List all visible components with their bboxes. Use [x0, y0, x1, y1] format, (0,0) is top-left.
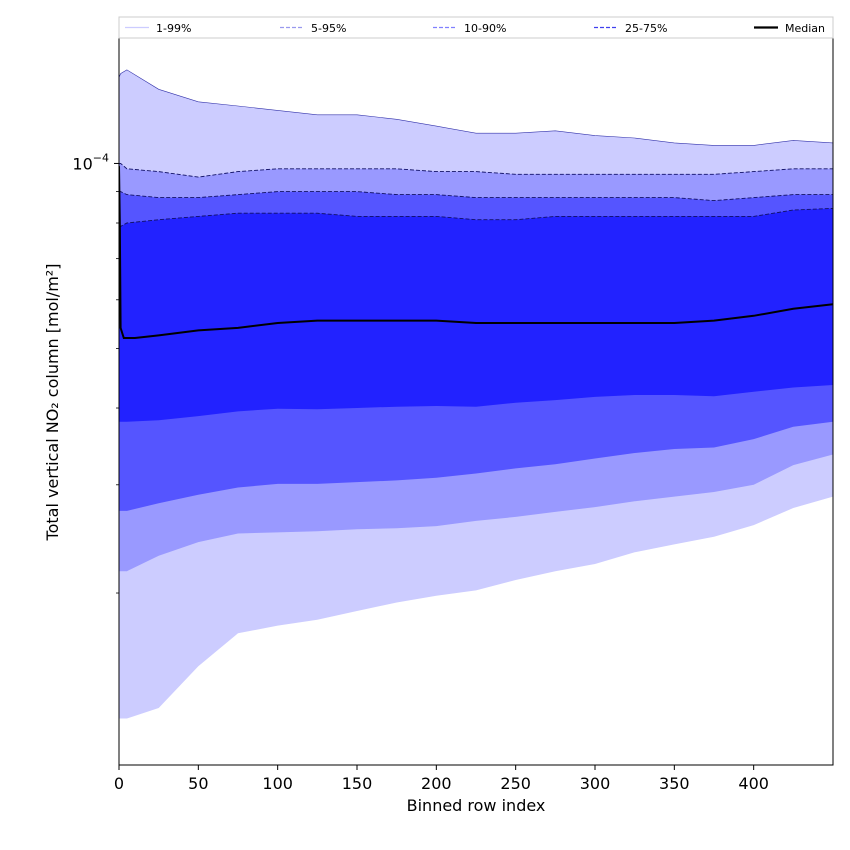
- y-tick-label: 10−4: [72, 151, 109, 173]
- x-tick-label: 250: [500, 774, 531, 793]
- legend-box: [118, 16, 834, 39]
- band-upper-line-10-90%: [119, 191, 833, 202]
- x-tick-label: 50: [188, 774, 208, 793]
- x-tick-label: 400: [738, 774, 769, 793]
- band-upper-line-25-75%: [119, 207, 833, 227]
- legend-label: Median: [785, 22, 825, 35]
- median-layer: [119, 166, 833, 339]
- x-axis-label: Binned row index: [407, 796, 546, 815]
- legend-label: 25-75%: [625, 22, 667, 35]
- bands-layer: [119, 69, 833, 719]
- y-axis: 10−4: [72, 151, 119, 594]
- y-axis-label: Total vertical NO₂ column [mol/m²]: [43, 264, 62, 542]
- x-tick-label: 200: [421, 774, 452, 793]
- x-tick-label: 350: [659, 774, 690, 793]
- band-upper-line-1-99%: [119, 69, 833, 146]
- legend: 1-99% 5-95% 10-90% 25-75% Median: [118, 16, 834, 39]
- x-tick-label: 0: [114, 774, 124, 793]
- median-line: [119, 166, 833, 339]
- x-tick-label: 300: [580, 774, 611, 793]
- legend-label: 10-90%: [464, 22, 506, 35]
- legend-label: 5-95%: [311, 22, 346, 35]
- x-tick-label: 100: [262, 774, 293, 793]
- x-tick-label: 150: [342, 774, 373, 793]
- band-25-75%: [119, 208, 833, 422]
- x-axis: 0 50 100 150 200 250 300 350 400: [114, 765, 769, 793]
- band-upper-line-5-95%: [119, 162, 833, 178]
- legend-label: 1-99%: [156, 22, 191, 35]
